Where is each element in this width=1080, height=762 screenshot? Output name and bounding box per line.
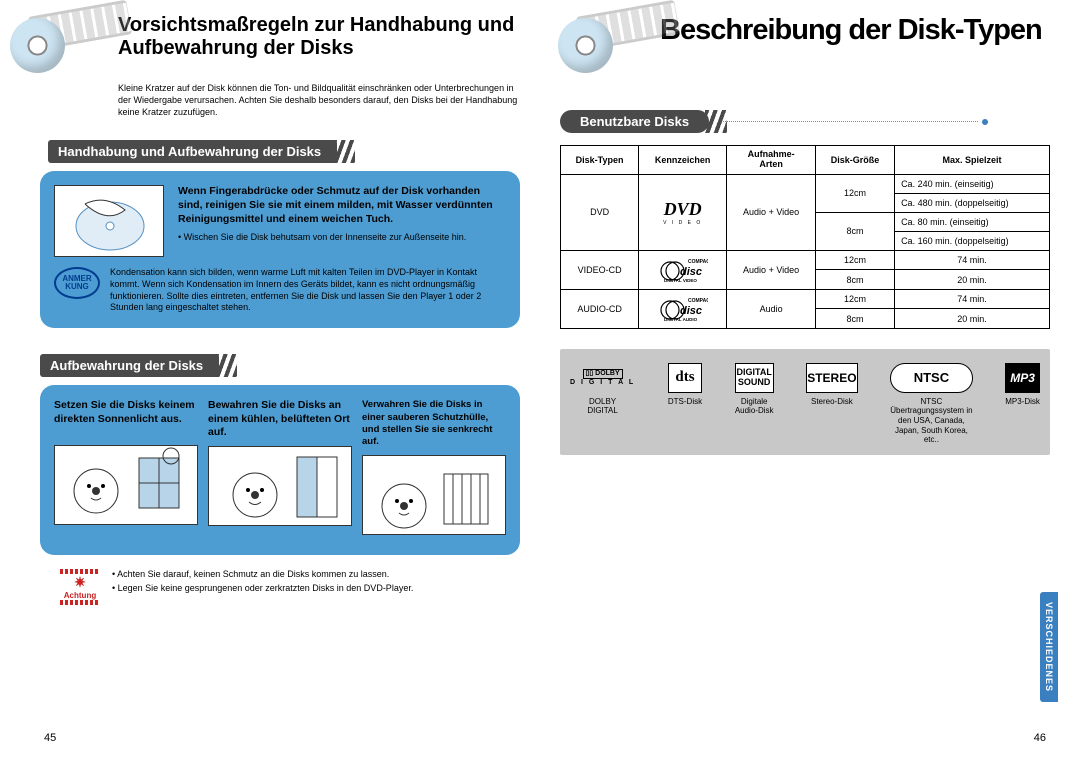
disc-logo: DVDV I D E O	[639, 174, 727, 250]
format-logo-box: ▯▯ DOLBYD I G I T A L	[570, 363, 635, 393]
storage-box: Setzen Sie die Disks keinem direkten Son…	[40, 385, 520, 554]
disk-types-table: Disk-TypenKennzeichenAufnahme-ArtenDisk-…	[560, 145, 1050, 329]
format-logo-cell: NTSC NTSC Übertragungssystem in den USA, …	[890, 363, 972, 445]
svg-text:DIGITAL AUDIO: DIGITAL AUDIO	[664, 317, 698, 322]
warning-badge: ✷ Achtung	[60, 569, 100, 605]
svg-text:DIGITAL VIDEO: DIGITAL VIDEO	[664, 278, 697, 283]
format-logo-label: MP3-Disk	[1005, 397, 1040, 407]
section-disks-head: Benutzbare Disks	[560, 110, 709, 133]
table-cell: 8cm	[816, 270, 895, 290]
table-cell: Audio + Video	[727, 250, 816, 289]
format-logo-cell: ▯▯ DOLBYD I G I T A L DOLBY DIGITAL	[570, 363, 635, 445]
table-cell: 20 min.	[895, 270, 1050, 290]
format-logo-cell: MP3 MP3-Disk	[1005, 363, 1040, 445]
format-logo-label: NTSC Übertragungssystem in den USA, Cana…	[890, 397, 972, 445]
table-cell: Ca. 480 min. (doppelseitig)	[895, 193, 1050, 212]
storage-tip-1: Bewahren Sie die Disks an einem kühlen, …	[208, 399, 352, 440]
format-logo-cell: DIGITAL SOUND Digitale Audio-Disk	[735, 363, 774, 445]
format-logo-box: dts	[668, 363, 702, 393]
table-cell: Audio	[727, 289, 816, 328]
handling-bullet: Wischen Sie die Disk behutsam von der In…	[184, 232, 467, 242]
table-cell: 12cm	[816, 250, 895, 270]
svg-text:COMPACT: COMPACT	[688, 298, 708, 304]
section-handling-head: Handhabung und Aufbewahrung der Disks	[48, 140, 337, 163]
table-cell: Ca. 160 min. (doppelseitig)	[895, 231, 1050, 250]
format-logo-box: NTSC	[890, 363, 972, 393]
table-cell: 8cm	[816, 212, 895, 250]
table-header: Disk-Größe	[816, 146, 895, 175]
format-logo-label: DTS-Disk	[668, 397, 702, 407]
table-cell: 74 min.	[895, 289, 1050, 309]
table-cell: 12cm	[816, 174, 895, 212]
page-title: Vorsichtsmaßregeln zur Handhabung und Au…	[118, 14, 520, 60]
page-title-right: Beschreibung der Disk-Typen	[660, 14, 1050, 47]
storage-tip-2: Verwahren Sie die Disks in einer saubere…	[362, 399, 506, 448]
table-cell: Ca. 80 min. (einseitig)	[895, 212, 1050, 231]
format-logo-box: STEREO	[806, 363, 857, 393]
storage-tip-0: Setzen Sie die Disks keinem direkten Son…	[54, 399, 198, 439]
side-tab: VERSCHIEDENES	[1040, 592, 1058, 702]
svg-text:disc: disc	[680, 305, 702, 317]
disc-logo: COMPACTdiscDIGITAL AUDIO	[639, 289, 727, 328]
page-left: Vorsichtsmaßregeln zur Handhabung und Au…	[40, 0, 520, 762]
warning-bullet-2: Legen Sie keine gesprungenen oder zerkra…	[118, 583, 414, 593]
table-cell: AUDIO-CD	[561, 289, 639, 328]
format-logo-box: MP3	[1005, 363, 1040, 393]
section-storage-head: Aufbewahrung der Disks	[40, 354, 219, 377]
note-badge: ANMER KUNG	[54, 267, 100, 299]
illus-cleaning	[54, 185, 164, 257]
table-header: Kennzeichen	[639, 146, 727, 175]
table-cell: 8cm	[816, 309, 895, 329]
format-logo-cell: STEREO Stereo-Disk	[806, 363, 857, 445]
format-logo-cell: dts DTS-Disk	[668, 363, 702, 445]
table-cell: Audio + Video	[727, 174, 816, 250]
table-cell: Ca. 240 min. (einseitig)	[895, 174, 1050, 193]
intro-text: Kleine Kratzer auf der Disk können die T…	[118, 82, 520, 118]
disc-film-graphic	[558, 8, 658, 63]
format-logo-box: DIGITAL SOUND	[735, 363, 774, 393]
table-cell: DVD	[561, 174, 639, 250]
handling-box: Wenn Fingerabdrücke oder Schmutz auf der…	[40, 171, 520, 328]
table-cell: VIDEO-CD	[561, 250, 639, 289]
format-logo-label: DOLBY DIGITAL	[570, 397, 635, 416]
logo-row: ▯▯ DOLBYD I G I T A L DOLBY DIGITAL dts DTS…	[560, 349, 1050, 455]
note-text: Kondensation kann sich bilden, wenn warm…	[110, 267, 506, 314]
disc-logo: COMPACTdiscDIGITAL VIDEO	[639, 250, 727, 289]
table-header: Disk-Typen	[561, 146, 639, 175]
table-cell: 20 min.	[895, 309, 1050, 329]
format-logo-label: Digitale Audio-Disk	[735, 397, 774, 416]
warning-bullet-1: Achten Sie darauf, keinen Schmutz an die…	[117, 569, 389, 579]
svg-text:COMPACT: COMPACT	[688, 259, 708, 265]
handling-bold: Wenn Fingerabdrücke oder Schmutz auf der…	[178, 185, 506, 226]
format-logo-label: Stereo-Disk	[806, 397, 857, 407]
table-header: Aufnahme-Arten	[727, 146, 816, 175]
warning-label: Achtung	[64, 591, 96, 600]
page-right: Beschreibung der Disk-Typen Benutzbare D…	[560, 0, 1050, 762]
table-cell: 12cm	[816, 289, 895, 309]
svg-text:disc: disc	[680, 266, 702, 278]
disc-film-graphic	[10, 8, 110, 63]
table-cell: 74 min.	[895, 250, 1050, 270]
table-header: Max. Spielzeit	[895, 146, 1050, 175]
page-number-right: 46	[1034, 732, 1046, 744]
page-number-left: 45	[44, 732, 56, 744]
